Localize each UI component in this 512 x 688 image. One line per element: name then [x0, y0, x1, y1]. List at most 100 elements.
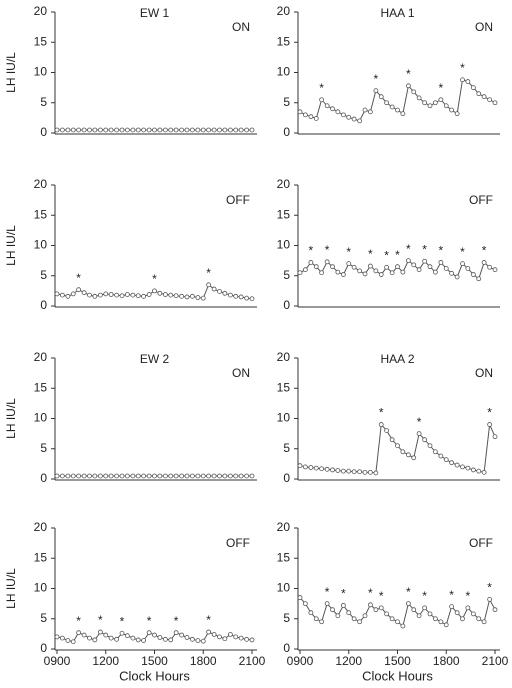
peak-marker: * — [422, 242, 427, 256]
data-point — [81, 473, 87, 479]
data-point — [346, 468, 352, 474]
data-point — [330, 106, 335, 112]
data-point — [362, 107, 368, 113]
data-point — [449, 107, 455, 113]
data-point — [378, 94, 384, 100]
y-tick-label: 10 — [34, 238, 48, 252]
data-point — [108, 127, 114, 133]
data-point — [227, 127, 233, 133]
data-point — [97, 629, 103, 635]
y-tick-label: 5 — [283, 441, 290, 455]
data-point — [427, 103, 433, 109]
data-point — [313, 116, 319, 121]
data-point — [157, 635, 163, 640]
data-point — [384, 428, 390, 434]
data-point — [330, 607, 335, 613]
data-point — [184, 294, 190, 300]
y-tick-label: 15 — [277, 207, 291, 221]
data-point — [189, 636, 195, 642]
data-point — [411, 89, 417, 95]
data-point — [87, 292, 92, 298]
data-point — [87, 127, 92, 133]
data-point — [405, 258, 411, 264]
data-point — [454, 111, 460, 117]
data-point — [87, 473, 92, 479]
y-tick-label: 0 — [40, 298, 47, 312]
data-point — [124, 127, 130, 133]
data-point — [362, 469, 368, 475]
data-point — [449, 270, 455, 276]
data-point — [389, 270, 395, 276]
x-tick-label: 0900 — [287, 654, 314, 668]
data-point — [405, 83, 411, 89]
data-point — [373, 268, 379, 274]
y-tick-label: 20 — [277, 350, 291, 364]
data-point — [81, 127, 87, 133]
data-point — [395, 619, 400, 625]
data-point — [184, 635, 190, 640]
data-point — [70, 473, 76, 479]
y-tick-label: 0 — [283, 125, 290, 139]
data-point — [152, 473, 157, 479]
data-point — [244, 636, 250, 642]
data-point — [124, 633, 130, 639]
y-tick-label: 10 — [34, 581, 48, 595]
y-tick-label: 0 — [40, 641, 47, 655]
peak-marker: * — [406, 242, 411, 256]
data-point — [70, 291, 76, 297]
data-point — [476, 468, 482, 474]
data-point — [357, 469, 363, 475]
data-point — [319, 466, 325, 472]
data-point — [335, 613, 341, 619]
data-point — [422, 605, 428, 611]
data-point — [195, 295, 201, 300]
data-point — [367, 602, 373, 608]
y-tick-label: 20 — [277, 4, 291, 18]
data-point — [168, 127, 174, 133]
peak-marker: * — [98, 613, 103, 627]
data-point — [340, 112, 346, 118]
data-point — [400, 269, 406, 275]
peak-marker: * — [152, 272, 157, 286]
data-point — [308, 114, 314, 120]
data-point — [162, 473, 168, 479]
data-point — [346, 261, 352, 267]
data-point — [470, 272, 476, 277]
data-point — [302, 464, 308, 470]
data-point — [135, 473, 141, 479]
data-point — [92, 473, 98, 479]
data-point — [130, 127, 136, 133]
data-point — [227, 473, 233, 479]
data-point — [244, 295, 250, 301]
data-point — [302, 601, 308, 607]
data-point — [487, 97, 493, 103]
data-point — [244, 473, 250, 479]
peak-marker: * — [384, 248, 389, 262]
data-point — [222, 473, 228, 479]
data-point — [416, 431, 422, 437]
data-point — [233, 634, 239, 640]
data-point — [76, 127, 82, 133]
data-point — [351, 116, 357, 122]
data-point — [227, 632, 233, 637]
data-point — [367, 469, 373, 475]
data-point — [65, 127, 71, 133]
data-point — [395, 264, 400, 270]
data-point — [362, 271, 368, 277]
panel-title: EW 2 — [140, 352, 170, 366]
data-point — [476, 276, 482, 282]
data-point — [357, 619, 363, 625]
data-point — [141, 127, 147, 133]
data-point — [103, 291, 109, 297]
data-point — [432, 616, 438, 622]
peak-marker: * — [76, 271, 81, 285]
data-point — [330, 467, 335, 473]
data-point — [438, 97, 444, 103]
data-point — [114, 636, 120, 642]
data-point — [481, 469, 487, 475]
peak-marker: * — [439, 81, 444, 95]
series-line — [299, 422, 496, 474]
peak-marker: * — [325, 243, 330, 257]
data-point — [162, 127, 168, 133]
peak-marker: * — [120, 614, 125, 628]
